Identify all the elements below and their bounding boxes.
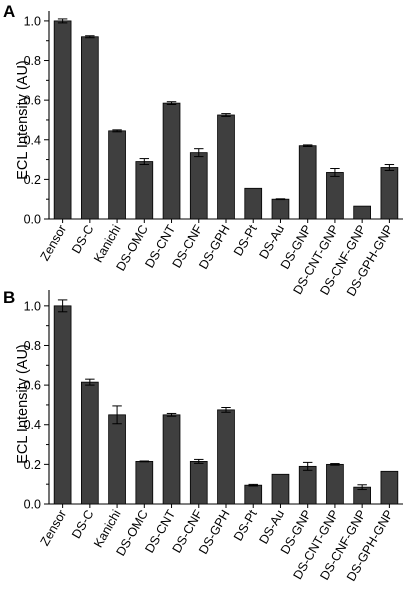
panel-a-y-tick-label: 0.4	[24, 133, 41, 147]
panel-b-bar	[298, 465, 317, 505]
panel-b-y-tick-label: 0.0	[24, 498, 41, 512]
panel-a-x-tick-label: Zensor	[38, 223, 70, 264]
panel-a-bar	[326, 172, 344, 220]
panel-a-bar	[244, 187, 263, 220]
panel-b-y-axis-title: ECL Intensity (AU)	[15, 344, 31, 464]
panel-b-bar	[108, 414, 126, 505]
panel-a-y-axis-title: ECL Intensity (AU)	[15, 60, 31, 180]
panel-b-bar	[326, 463, 344, 505]
panel-b-y-tick-label: 0.6	[24, 379, 41, 393]
panel-a-bar	[53, 20, 72, 220]
panel-b-x-tick-label: Zensor	[38, 508, 70, 549]
panel-b-x-tick-label: DS-Pt	[231, 507, 260, 543]
panel-a-bar	[189, 152, 208, 220]
panel-b-bar	[162, 414, 181, 505]
panel-b-y-tick-label: 0.2	[24, 458, 41, 472]
panel-a-bar	[298, 145, 317, 220]
panel-a-bar	[380, 167, 399, 220]
panel-a-bar	[81, 36, 99, 220]
panel-b-y-tick-label: 0.8	[24, 339, 41, 353]
panel-b-bars	[53, 305, 399, 505]
panel-a-error-bars	[57, 18, 395, 201]
panel-a-y-tick-label: 0.8	[24, 54, 41, 68]
panel-b-bar	[189, 460, 208, 505]
panel-a-y-tick-label: 0.0	[24, 213, 41, 227]
panel-b-y-ticks: 0.0 0.2 0.4 0.6 0.8 1.0	[24, 299, 49, 512]
panel-b-bar	[81, 381, 99, 505]
panel-b-bar	[271, 473, 290, 505]
panel-b-bar	[53, 305, 72, 505]
panel-a-bar	[271, 198, 290, 220]
panel-a: A ECL Intensity (AU) 0.00.20.40.60.81.0 …	[3, 2, 403, 299]
panel-a-y-tick-label: 0.2	[24, 173, 41, 187]
panel-a-bars	[53, 20, 399, 220]
panel-b-label: B	[3, 288, 15, 307]
panel-a-y-tick-label: 1.0	[24, 14, 41, 28]
panel-a-y-ticks: 0.0 0.2 0.4 0.6 0.8 1.0	[24, 14, 49, 227]
panel-a-label: A	[3, 2, 15, 21]
panel-a-x-tick-label: DS-Pt	[231, 222, 260, 258]
panel-b-bar	[244, 484, 263, 505]
panel-b-y-tick-label: 0.4	[24, 418, 41, 432]
panel-b-bar	[135, 460, 154, 505]
panel-b: B ECL Intensity (AU) 0.00.20.40.60.81.0 …	[3, 288, 403, 584]
panel-a-y-tick-label: 0.6	[24, 94, 41, 108]
panel-b-error-bars	[57, 299, 367, 491]
panel-a-x-tick-labels: Zensor DS-CKanichiDS-OMCDS-CNTDS-CNFDS-GP…	[38, 219, 396, 299]
panel-b-x-tick-labels: Zensor DS-CKanichiDS-OMCDS-CNTDS-CNFDS-GP…	[38, 504, 396, 584]
panel-a-bar	[135, 161, 154, 220]
panel-a-bar	[162, 102, 181, 220]
panel-a-bar	[217, 114, 235, 220]
panel-b-y-tick-label: 1.0	[24, 299, 41, 313]
panel-a-x-tick-label: DS-C	[69, 223, 96, 256]
panel-a-bar	[108, 130, 126, 220]
panel-a-bar	[353, 205, 371, 220]
panel-b-x-tick-label: DS-C	[69, 508, 96, 541]
panel-b-bar	[380, 470, 399, 505]
panel-b-bar	[217, 409, 235, 505]
